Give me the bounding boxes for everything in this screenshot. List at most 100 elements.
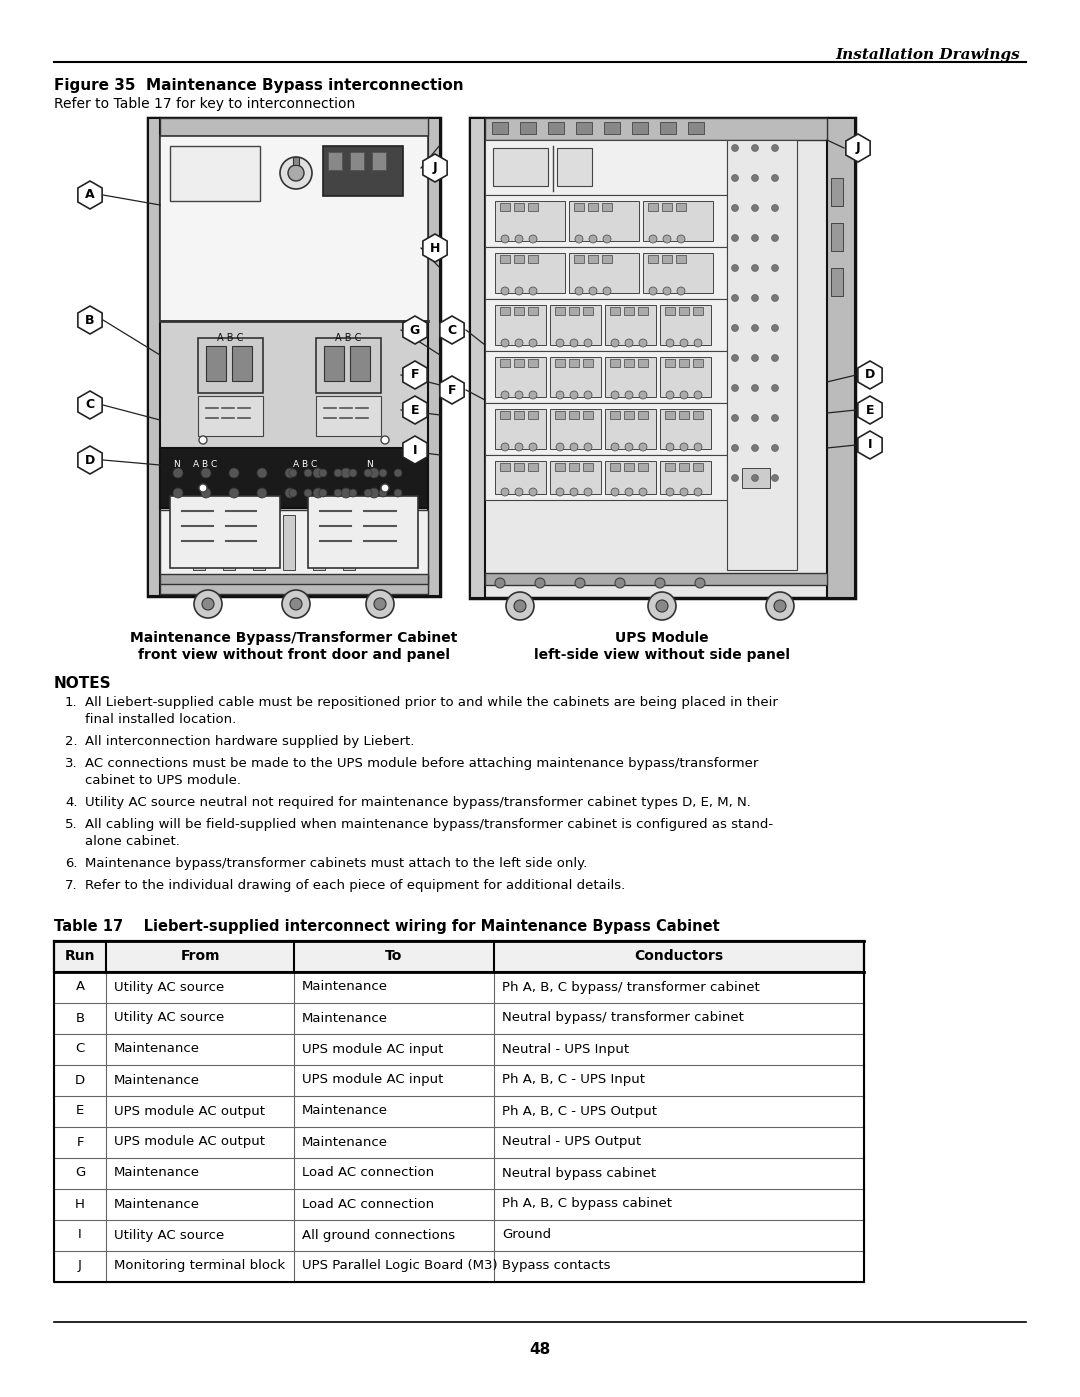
Text: UPS module AC output: UPS module AC output — [114, 1105, 265, 1118]
Text: 1.: 1. — [65, 696, 78, 710]
Bar — [569, 307, 579, 314]
Bar — [624, 411, 634, 419]
Text: D: D — [75, 1073, 85, 1087]
Circle shape — [731, 264, 739, 271]
Circle shape — [570, 488, 578, 496]
Circle shape — [194, 590, 222, 617]
Circle shape — [291, 598, 302, 610]
Circle shape — [379, 489, 387, 497]
Text: Ph A, B, C bypass cabinet: Ph A, B, C bypass cabinet — [502, 1197, 672, 1210]
Circle shape — [666, 339, 674, 346]
Bar — [665, 359, 675, 367]
Circle shape — [625, 488, 633, 496]
Text: D: D — [865, 369, 875, 381]
Text: All Liebert-supplied cable must be repositioned prior to and while the cabinets : All Liebert-supplied cable must be repos… — [85, 696, 778, 710]
Bar — [160, 117, 428, 136]
Bar — [679, 359, 689, 367]
Circle shape — [649, 235, 657, 243]
Text: D: D — [85, 454, 95, 467]
Circle shape — [575, 578, 585, 588]
Bar — [588, 203, 598, 211]
Bar — [550, 305, 600, 345]
Circle shape — [575, 286, 583, 295]
Bar — [148, 117, 440, 597]
Circle shape — [654, 578, 665, 588]
Text: Maintenance: Maintenance — [114, 1042, 200, 1056]
Circle shape — [731, 444, 739, 451]
Circle shape — [201, 468, 211, 478]
Circle shape — [303, 489, 312, 497]
Bar — [638, 411, 648, 419]
Bar — [54, 942, 864, 972]
Circle shape — [611, 391, 619, 400]
Circle shape — [515, 235, 523, 243]
Text: Figure 35  Maintenance Bypass interconnection: Figure 35 Maintenance Bypass interconnec… — [54, 78, 463, 94]
Bar — [602, 203, 612, 211]
Circle shape — [394, 469, 402, 476]
Text: Refer to the individual drawing of each piece of equipment for additional detail: Refer to the individual drawing of each … — [85, 879, 625, 893]
Circle shape — [752, 355, 758, 362]
Bar — [528, 203, 538, 211]
Text: G: G — [75, 1166, 85, 1179]
Text: All interconnection hardware supplied by Liebert.: All interconnection hardware supplied by… — [85, 735, 415, 747]
Bar — [198, 338, 264, 393]
Circle shape — [611, 488, 619, 496]
Circle shape — [625, 443, 633, 451]
Text: J: J — [433, 162, 437, 175]
Circle shape — [570, 339, 578, 346]
Bar — [583, 359, 593, 367]
Bar — [569, 253, 639, 293]
Text: To: To — [386, 949, 403, 963]
Text: 48: 48 — [529, 1343, 551, 1356]
Bar — [831, 177, 843, 205]
Bar — [485, 117, 827, 140]
Circle shape — [282, 590, 310, 617]
Bar — [495, 305, 546, 345]
Polygon shape — [78, 391, 103, 419]
Bar — [648, 256, 658, 263]
Text: Maintenance: Maintenance — [302, 1136, 388, 1148]
Circle shape — [752, 475, 758, 482]
Text: 5.: 5. — [65, 819, 78, 831]
Bar — [831, 224, 843, 251]
Bar — [569, 462, 579, 471]
Circle shape — [280, 156, 312, 189]
Text: C: C — [447, 324, 457, 337]
Bar — [638, 359, 648, 367]
Text: Neutral bypass cabinet: Neutral bypass cabinet — [502, 1166, 657, 1179]
Circle shape — [639, 391, 647, 400]
Circle shape — [285, 488, 295, 497]
Circle shape — [731, 324, 739, 331]
Bar — [170, 147, 260, 201]
Text: Neutral - UPS Input: Neutral - UPS Input — [502, 1042, 630, 1056]
Text: Load AC connection: Load AC connection — [302, 1166, 434, 1179]
Circle shape — [771, 384, 779, 391]
Bar — [492, 122, 508, 134]
Circle shape — [201, 488, 211, 497]
Text: Maintenance: Maintenance — [114, 1073, 200, 1087]
Polygon shape — [403, 316, 427, 344]
Text: alone cabinet.: alone cabinet. — [85, 835, 180, 848]
Circle shape — [731, 384, 739, 391]
Circle shape — [529, 339, 537, 346]
Text: Table 17    Liebert-supplied interconnect wiring for Maintenance Bypass Cabinet: Table 17 Liebert-supplied interconnect w… — [54, 919, 719, 935]
Bar — [638, 307, 648, 314]
Circle shape — [202, 598, 214, 610]
Bar — [676, 203, 686, 211]
Circle shape — [381, 483, 389, 492]
Bar — [350, 346, 370, 381]
Circle shape — [379, 469, 387, 476]
Bar — [54, 972, 864, 1003]
Bar — [54, 1003, 864, 1034]
Text: I: I — [867, 439, 873, 451]
Bar — [528, 256, 538, 263]
Circle shape — [495, 578, 505, 588]
Bar — [160, 136, 428, 321]
Text: F: F — [410, 369, 419, 381]
Bar — [555, 462, 565, 471]
Circle shape — [199, 483, 207, 492]
Bar — [555, 307, 565, 314]
Text: 6.: 6. — [65, 856, 78, 870]
Bar — [54, 1034, 864, 1065]
Bar — [470, 117, 855, 598]
